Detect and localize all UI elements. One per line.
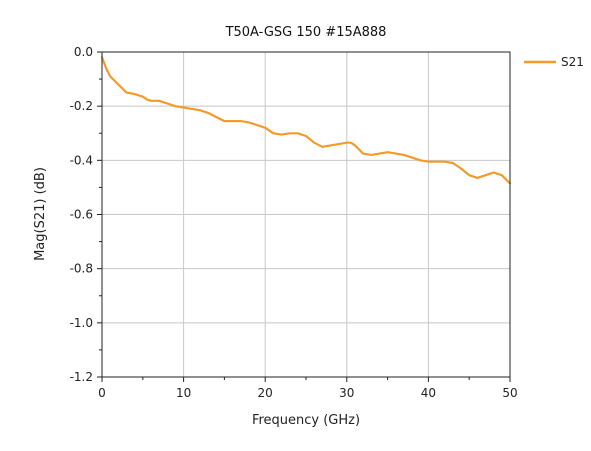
- y-tick-label: 0.0: [74, 45, 93, 59]
- y-tick-label: -0.8: [70, 262, 93, 276]
- legend-label-s21: S21: [561, 55, 584, 69]
- y-tick-label: -1.2: [70, 370, 93, 384]
- x-tick-label: 20: [258, 386, 273, 400]
- series-line-s21: [100, 56, 512, 185]
- grid: [102, 52, 510, 377]
- x-axis-label: Frequency (GHz): [252, 413, 360, 428]
- ticks: 0 10 20 30 40 50 0.0 -0.2 -0.4 -0.6 -0.8 -1.0 -1.2: [70, 45, 518, 400]
- y-tick-label: -0.4: [70, 153, 93, 167]
- y-axis-label: Mag(S21) (dB): [33, 167, 48, 261]
- x-tick-label: 0: [98, 386, 106, 400]
- x-tick-label: 30: [339, 386, 354, 400]
- x-tick-label: 10: [176, 386, 191, 400]
- x-tick-label: 50: [502, 386, 517, 400]
- y-tick-label: -0.2: [70, 99, 93, 113]
- chart-title: T50A-GSG 150 #15A888: [225, 25, 387, 40]
- y-tick-label: -0.6: [70, 208, 93, 222]
- x-tick-label: 40: [421, 386, 436, 400]
- y-tick-label: -1.0: [70, 316, 93, 330]
- series-layer: [100, 56, 512, 185]
- legend: S21: [524, 55, 584, 69]
